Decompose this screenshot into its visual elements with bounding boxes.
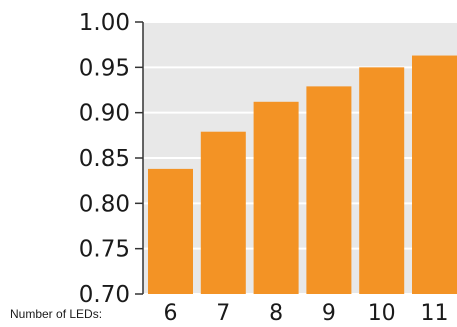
bar-6 [148,168,193,294]
x-tick-label: 6 [164,301,178,326]
y-tick-label: 0.75 [79,237,130,263]
y-tick-label: 1.00 [79,10,130,36]
y-tick-label: 0.85 [79,146,130,172]
x-tick-label: 7 [216,301,230,326]
x-tick-label: 10 [368,301,396,326]
bar-10 [359,67,405,294]
x-tick-label: 9 [322,301,336,326]
x-axis-title: Number of LEDs: [10,307,102,321]
y-tick-label: 0.80 [79,191,130,217]
bar-9 [306,86,352,294]
x-tick-label: 8 [269,301,283,326]
bar-8 [253,101,299,294]
y-tick-label: 0.95 [79,55,130,81]
y-ticks: 1.00 0.95 0.90 0.85 0.80 0.75 0.70 [79,10,143,308]
bar-11 [412,55,457,295]
gridlines [143,21,457,295]
bar-7 [200,131,246,294]
y-tick-label: 0.70 [79,282,130,308]
bars [148,55,457,295]
x-tick-label: 11 [421,301,449,326]
x-tick-labels: 6 7 8 9 10 11 [164,301,449,326]
y-tick-label: 0.90 [79,101,130,127]
